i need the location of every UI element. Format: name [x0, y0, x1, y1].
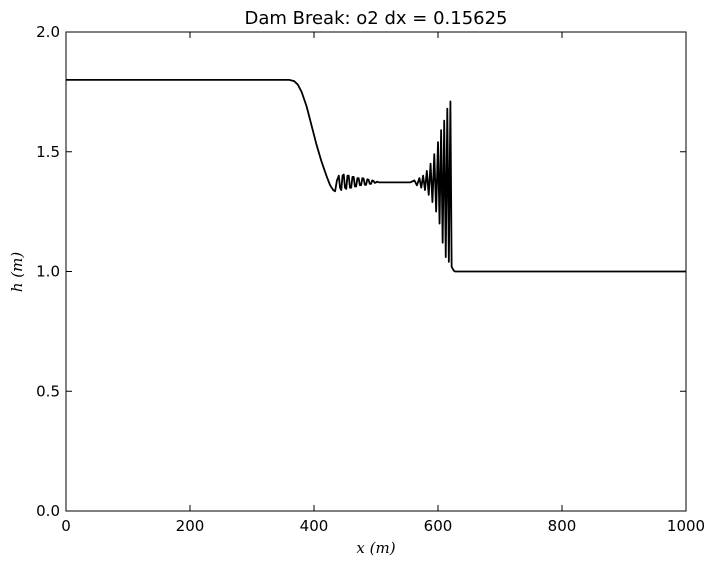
x-tick-label: 0: [61, 517, 71, 535]
x-tick-label: 200: [176, 517, 205, 535]
plot-frame: [65, 31, 687, 512]
x-tick-label: 1000: [667, 517, 705, 535]
y-tick-label: 1.0: [36, 263, 60, 281]
series-line-0: [66, 79, 686, 273]
x-tick-label: 400: [300, 517, 329, 535]
y-axis-label: h (m): [8, 252, 26, 293]
chart-title: Dam Break: o2 dx = 0.15625: [244, 8, 507, 29]
y-tick-label: 0.5: [36, 382, 60, 400]
y-tick-label: 0.0: [36, 502, 60, 520]
ticks-layer: 0 200 400 600 800 1000 0.0 0.5 1.0 1.5 2.0: [36, 23, 705, 535]
series-layer: [66, 79, 686, 273]
x-tick-label: 800: [548, 517, 577, 535]
x-axis-label: x (m): [356, 539, 395, 557]
y-tick-label: 2.0: [36, 23, 60, 41]
y-tick-label: 1.5: [36, 143, 60, 161]
x-tick-label: 600: [424, 517, 453, 535]
